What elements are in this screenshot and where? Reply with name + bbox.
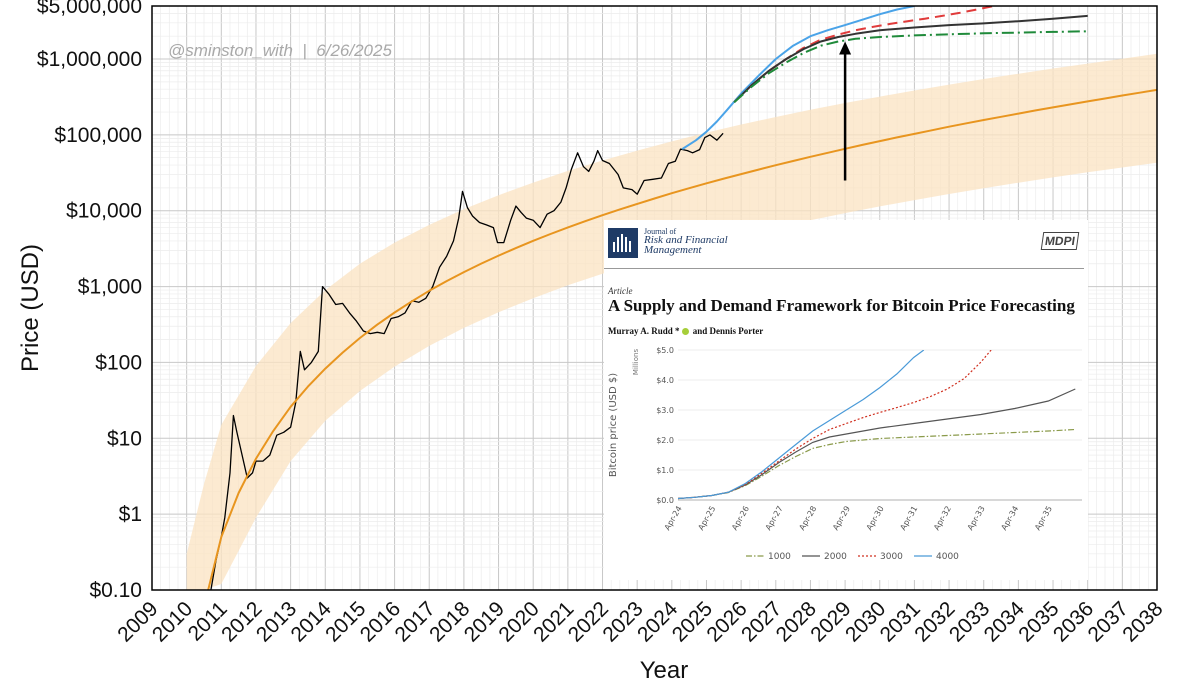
inset-legend-label: 2000 [824, 552, 847, 562]
inset-y-tick-label: $4.0 [656, 376, 674, 385]
inset-y-ticks: $0.0 $1.0 $2.0 $3.0 $4.0 $5.0 [656, 346, 674, 505]
inset-x-tick-label: Apr-25 [696, 505, 717, 532]
y-tick-label: $1 [119, 503, 142, 526]
paper-inset: Journal of Risk and Financial Management… [604, 220, 1088, 580]
inset-y-tick-label: $1.0 [656, 466, 674, 475]
inset-legend: 1000 2000 3000 4000 [746, 552, 959, 562]
y-tick-label: $100,000 [54, 124, 142, 147]
inset-x-tick-label: Apr-27 [764, 505, 785, 532]
journal-prefix: Journal of [644, 227, 677, 236]
x-axis-title: Year [640, 657, 689, 684]
series-supply-demand-projection-1000 [733, 30, 1088, 103]
series-bitcoin-price [210, 132, 724, 590]
y-tick-label: $1,000,000 [37, 48, 142, 71]
series-power-law-trend [207, 88, 1157, 590]
x-axis-ticks: 2009201020112012201320142015201620172018… [113, 597, 1167, 647]
inset-x-tick-label: Apr-31 [898, 505, 919, 532]
watermark: @sminston_with | 6/26/2025 [168, 41, 392, 60]
inset-legend-label: 1000 [768, 552, 791, 562]
inset-series-4000 [678, 350, 925, 500]
inset-y-tick-label: $3.0 [656, 406, 674, 415]
journal-name: Risk and Financial Management [644, 234, 728, 256]
y-tick-label: $1,000 [78, 276, 142, 299]
inset-x-tick-label: Apr-24 [663, 505, 684, 532]
main-series-layer [207, 6, 1157, 590]
inset-x-tick-label: Apr-32 [932, 505, 953, 532]
inset-y-axis-title: Bitcoin price (USD $) [608, 373, 619, 477]
power-law-band [186, 53, 1157, 590]
y-tick-label: $10 [107, 427, 142, 450]
y-axis-title: Price (USD) [17, 244, 44, 372]
y-axis-ticks: $0.10 $1 $10 $100 $1,000 $10,000 $100,000 $1,00… [37, 0, 142, 602]
x-tick-label: 2038 [1118, 597, 1167, 646]
power-law-band-layer [186, 53, 1157, 590]
inset-grid [678, 349, 1082, 501]
annotation-arrow-layer [839, 41, 852, 181]
y-tick-label: $10,000 [66, 200, 142, 223]
inset-chart: $0.0$1.0$2.0$3.0$4.0$5.0 Apr-24 Apr-25 Apr… [608, 346, 1082, 562]
series-supply-demand-projection-4000 [681, 6, 915, 150]
header-divider [604, 268, 1084, 269]
inset-series-layer [678, 350, 1076, 500]
inset-legend-label: 4000 [936, 552, 959, 562]
inset-x-tick-label: Apr-34 [999, 505, 1020, 532]
author-1: Murray A. Rudd * [608, 326, 680, 336]
series-supply-demand-projection-2000 [733, 14, 1088, 103]
plot-frame [151, 5, 1158, 591]
inset-series-2000 [678, 388, 1076, 500]
inset-series-3000 [678, 350, 992, 500]
inset-x-tick-label: Apr-29 [831, 505, 852, 532]
author-2: and Dennis Porter [692, 326, 764, 336]
paper-title: A Supply and Demand Framework for Bitcoi… [608, 296, 1075, 315]
journal-logo [608, 228, 638, 258]
inset-x-tick-label: Apr-35 [1033, 505, 1054, 532]
plot-border [151, 5, 1158, 591]
inset-units-label: Millions [632, 349, 640, 376]
inset-x-ticks: Apr-24 Apr-25 Apr-26 Apr-27 Apr-28 Apr-29 Apr-… [663, 505, 1054, 532]
inset-x-tick-label: Apr-26 [730, 505, 751, 532]
paper-authors: Murray A. Rudd * and Dennis Porter [608, 326, 763, 336]
inset-x-tick-label: Apr-28 [797, 505, 818, 532]
y-tick-label: $5,000,000 [37, 0, 142, 18]
article-type-label: Article [608, 286, 633, 296]
inset-y-tick-label: $5.0 [656, 346, 674, 355]
inset-legend-label: 3000 [880, 552, 903, 562]
inset-x-tick-label: Apr-33 [966, 505, 987, 532]
orcid-icon [681, 328, 689, 336]
annotation-arrowhead [839, 41, 852, 55]
inset-y-tick-label: $0.0 [656, 496, 674, 505]
publisher-logo: MDPI [1040, 232, 1080, 250]
y-tick-label: $100 [95, 351, 142, 374]
inset-x-tick-label: Apr-30 [865, 505, 886, 532]
y-tick-label: $0.10 [89, 579, 142, 602]
journal-logo-icon [613, 234, 631, 252]
inset-y-tick-label: $2.0 [656, 436, 674, 445]
